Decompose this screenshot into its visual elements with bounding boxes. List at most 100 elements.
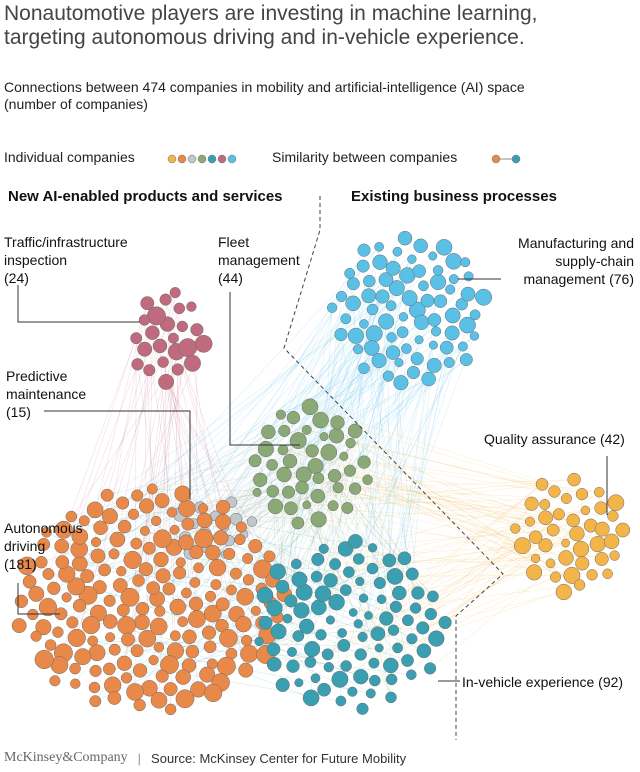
company-node-invehicle: [328, 593, 345, 611]
company-node-manufacturing: [457, 341, 468, 352]
company-node-invehicle: [386, 568, 404, 585]
company-node-manufacturing: [357, 243, 371, 257]
company-node-fleet: [252, 487, 262, 497]
company-node-autonomous: [41, 526, 52, 538]
company-node-quality: [594, 501, 608, 515]
company-node-autonomous: [142, 541, 156, 555]
company-node-invehicle: [266, 600, 283, 617]
company-node-quality: [594, 552, 609, 566]
company-node-manufacturing: [364, 340, 380, 356]
company-node-invehicle: [355, 576, 365, 587]
company-node-autonomous: [169, 630, 181, 642]
similarity-edge: [161, 487, 303, 677]
label-predictive: Predictive maintenance (15): [6, 368, 87, 420]
company-node-invehicle: [405, 567, 419, 581]
company-node-manufacturing: [428, 340, 438, 350]
company-node-autonomous: [194, 528, 214, 548]
company-node-autonomous: [65, 510, 78, 523]
company-node-manufacturing: [353, 344, 364, 355]
company-node-autonomous: [234, 533, 246, 546]
company-node-quality: [594, 521, 610, 537]
company-node-invehicle: [365, 688, 376, 699]
company-node-autonomous: [132, 574, 145, 587]
similarity-edge: [301, 487, 546, 519]
similarity-edge: [215, 495, 318, 517]
company-node-autonomous: [132, 663, 148, 678]
similarity-edge: [272, 491, 551, 564]
company-node-autonomous: [22, 574, 37, 589]
company-node-traffic: [178, 338, 198, 357]
company-node-autonomous: [90, 548, 106, 564]
company-node-autonomous: [154, 493, 170, 509]
similarity-edge: [301, 487, 612, 542]
label-leader-lines: [17, 278, 608, 682]
company-node-autonomous: [66, 616, 79, 629]
company-node-autonomous: [164, 703, 177, 716]
similarity-edge: [277, 303, 354, 572]
similarity-edge: [430, 503, 532, 615]
company-node-autonomous: [90, 537, 102, 548]
similarity-edge: [284, 474, 531, 522]
company-node-autonomous: [116, 566, 127, 577]
company-node-autonomous: [175, 557, 186, 568]
company-node-invehicle: [299, 618, 315, 634]
similarity-edge: [306, 429, 536, 559]
company-node-autonomous: [11, 618, 27, 634]
company-node-autonomous: [81, 616, 101, 635]
company-node-autonomous: [121, 632, 135, 647]
company-node-autonomous: [28, 585, 45, 602]
company-node-autonomous: [74, 648, 92, 666]
company-node-fleet: [257, 440, 274, 458]
company-node-autonomous: [175, 669, 191, 685]
similarity-edge: [194, 362, 450, 583]
company-node-invehicle: [284, 594, 298, 608]
similarity-edge: [347, 484, 543, 509]
company-node-manufacturing: [326, 302, 338, 313]
similarity-edge: [358, 484, 543, 625]
company-node-autonomous: [98, 563, 111, 577]
company-node-traffic: [167, 332, 179, 344]
company-node-autonomous: [52, 626, 64, 638]
company-node-fleet: [305, 444, 319, 458]
company-node-manufacturing: [421, 371, 436, 387]
similarity-edge: [358, 502, 616, 560]
section-right-heading: Existing business processes: [351, 188, 557, 205]
company-node-quality: [593, 486, 605, 498]
similarity-edge: [152, 488, 273, 492]
similarity-edge: [354, 430, 408, 661]
company-node-manufacturing: [463, 271, 474, 282]
company-node-quality: [586, 569, 598, 581]
company-node-autonomous: [226, 584, 237, 596]
similarity-edge: [364, 461, 616, 503]
company-node-invehicle: [397, 551, 412, 566]
company-node-autonomous: [55, 555, 70, 569]
company-node-manufacturing: [427, 313, 442, 327]
company-node-fleet: [289, 432, 307, 450]
company-node-autonomous: [203, 604, 222, 623]
source-note: Source: McKinsey Center for Future Mobil…: [151, 750, 407, 766]
company-node-autonomous: [178, 499, 196, 518]
company-node-autonomous: [17, 556, 37, 576]
company-node-traffic: [190, 323, 204, 337]
company-node-invehicle: [337, 638, 351, 652]
similarity-edge: [290, 429, 307, 601]
company-node-fleet: [267, 498, 284, 515]
similarity-edge: [220, 289, 451, 539]
company-node-autonomous: [235, 616, 252, 633]
company-node-autonomous: [67, 577, 86, 596]
company-node-traffic: [130, 332, 143, 345]
company-node-invehicle: [335, 695, 347, 707]
company-node-manufacturing: [459, 353, 473, 367]
company-node-traffic: [138, 314, 151, 326]
company-node-quality: [555, 583, 572, 601]
company-node-fleet: [302, 500, 312, 510]
similarity-edge: [311, 270, 420, 451]
company-node-quality: [573, 579, 586, 591]
company-node-autonomous: [44, 639, 57, 651]
company-node-invehicle: [266, 642, 281, 657]
company-node-autonomous: [215, 499, 231, 515]
company-node-autonomous: [138, 498, 155, 514]
company-node-fleet: [253, 472, 268, 487]
company-node-manufacturing: [393, 375, 409, 391]
company-node-autonomous: [169, 598, 187, 616]
